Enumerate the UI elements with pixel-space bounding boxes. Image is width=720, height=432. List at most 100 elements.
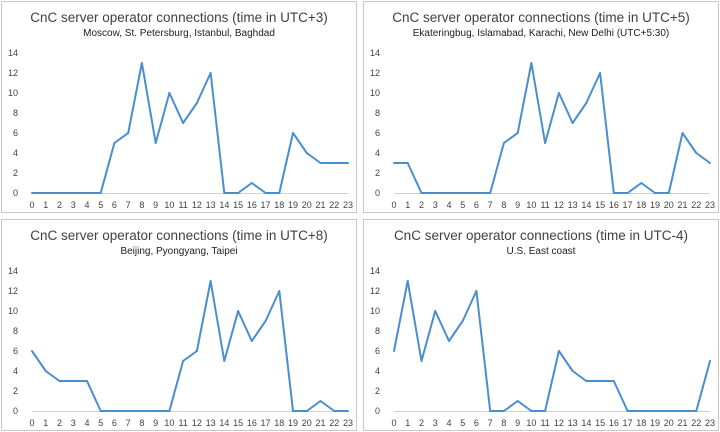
x-tick-label: 5 <box>98 418 103 428</box>
data-point <box>681 410 684 412</box>
x-tick-label: 10 <box>164 200 174 210</box>
data-point <box>319 162 322 164</box>
y-tick-label: 10 <box>8 88 18 98</box>
chart-panel-utc-minus-4: CnC server operator connections (time in… <box>363 219 719 431</box>
y-tick-label: 14 <box>8 266 18 276</box>
data-point <box>99 410 102 412</box>
y-tick-label: 12 <box>370 68 380 78</box>
x-tick-label: 13 <box>206 200 216 210</box>
data-point <box>585 102 588 104</box>
x-tick-label: 23 <box>705 418 715 428</box>
series-line <box>31 280 348 412</box>
data-point <box>420 360 423 362</box>
data-point <box>612 380 615 382</box>
x-tick-label: 14 <box>581 200 591 210</box>
data-point <box>544 410 547 412</box>
x-tick-label: 12 <box>554 418 564 428</box>
data-point <box>434 192 437 194</box>
data-point <box>195 102 198 104</box>
y-tick-label: 4 <box>375 366 380 376</box>
x-tick-label: 7 <box>126 418 131 428</box>
x-tick-label: 18 <box>274 418 284 428</box>
data-point <box>168 410 171 412</box>
chart-panel-utc-plus-8: CnC server operator connections (time in… <box>1 219 357 431</box>
x-tick-label: 22 <box>329 200 339 210</box>
x-tick-label: 14 <box>219 418 229 428</box>
data-point <box>571 370 574 372</box>
data-point <box>599 380 602 382</box>
data-point <box>347 162 349 164</box>
x-tick-label: 5 <box>98 200 103 210</box>
x-tick-label: 4 <box>84 200 89 210</box>
data-point <box>209 72 212 74</box>
data-point <box>434 310 437 312</box>
data-point <box>654 410 657 412</box>
x-tick-label: 9 <box>153 200 158 210</box>
x-tick-label: 5 <box>460 418 465 428</box>
x-tick-label: 2 <box>57 418 62 428</box>
x-tick-label: 15 <box>595 200 605 210</box>
y-tick-label: 0 <box>13 406 18 416</box>
chart-subtitle: Ekateringbug, Islamabad, Karachi, New De… <box>412 28 670 39</box>
x-tick-label: 7 <box>126 200 131 210</box>
data-point <box>319 400 322 402</box>
data-point <box>333 162 336 164</box>
chart-title: CnC server operator connections (time in… <box>393 228 689 243</box>
x-tick-label: 20 <box>302 200 312 210</box>
data-point <box>654 192 657 194</box>
data-point <box>154 142 157 144</box>
x-tick-label: 21 <box>678 418 688 428</box>
y-tick-label: 2 <box>13 386 18 396</box>
x-tick-label: 4 <box>84 418 89 428</box>
chart-title: CnC server operator connections (time in… <box>30 10 328 25</box>
x-tick-label: 8 <box>501 418 506 428</box>
data-point <box>31 192 33 194</box>
y-tick-label: 6 <box>375 346 380 356</box>
x-tick-label: 6 <box>474 418 479 428</box>
data-point <box>127 410 130 412</box>
data-point <box>420 192 423 194</box>
x-tick-label: 18 <box>636 418 646 428</box>
data-point <box>140 62 143 64</box>
data-point <box>72 192 75 194</box>
data-point <box>223 192 226 194</box>
x-tick-label: 0 <box>391 418 396 428</box>
x-tick-label: 21 <box>316 200 326 210</box>
data-point <box>393 162 395 164</box>
y-tick-label: 4 <box>375 148 380 158</box>
x-tick-label: 15 <box>233 200 243 210</box>
x-tick-label: 4 <box>446 418 451 428</box>
data-point <box>489 192 492 194</box>
data-point <box>502 142 505 144</box>
data-point <box>44 370 47 372</box>
x-tick-label: 16 <box>247 418 257 428</box>
x-tick-label: 3 <box>433 200 438 210</box>
data-point <box>640 182 643 184</box>
y-tick-label: 10 <box>370 88 380 98</box>
data-point <box>237 310 240 312</box>
data-point <box>530 410 533 412</box>
chart-title: CnC server operator connections (time in… <box>392 10 690 25</box>
data-point <box>585 380 588 382</box>
y-tick-label: 2 <box>375 168 380 178</box>
x-tick-label: 13 <box>206 418 216 428</box>
x-tick-label: 1 <box>405 418 410 428</box>
x-tick-label: 12 <box>554 200 564 210</box>
x-tick-label: 0 <box>29 418 34 428</box>
x-tick-label: 3 <box>71 418 76 428</box>
x-tick-label: 22 <box>329 418 339 428</box>
x-tick-label: 1 <box>43 418 48 428</box>
x-tick-label: 2 <box>57 200 62 210</box>
x-tick-label: 3 <box>433 418 438 428</box>
x-tick-label: 16 <box>609 200 619 210</box>
x-tick-label: 18 <box>274 200 284 210</box>
data-point <box>557 350 560 352</box>
data-point <box>571 122 574 124</box>
x-tick-label: 1 <box>43 200 48 210</box>
data-point <box>695 152 698 154</box>
data-point <box>85 380 88 382</box>
x-tick-label: 19 <box>288 200 298 210</box>
data-point <box>695 410 698 412</box>
y-tick-label: 12 <box>8 68 18 78</box>
data-point <box>154 410 157 412</box>
